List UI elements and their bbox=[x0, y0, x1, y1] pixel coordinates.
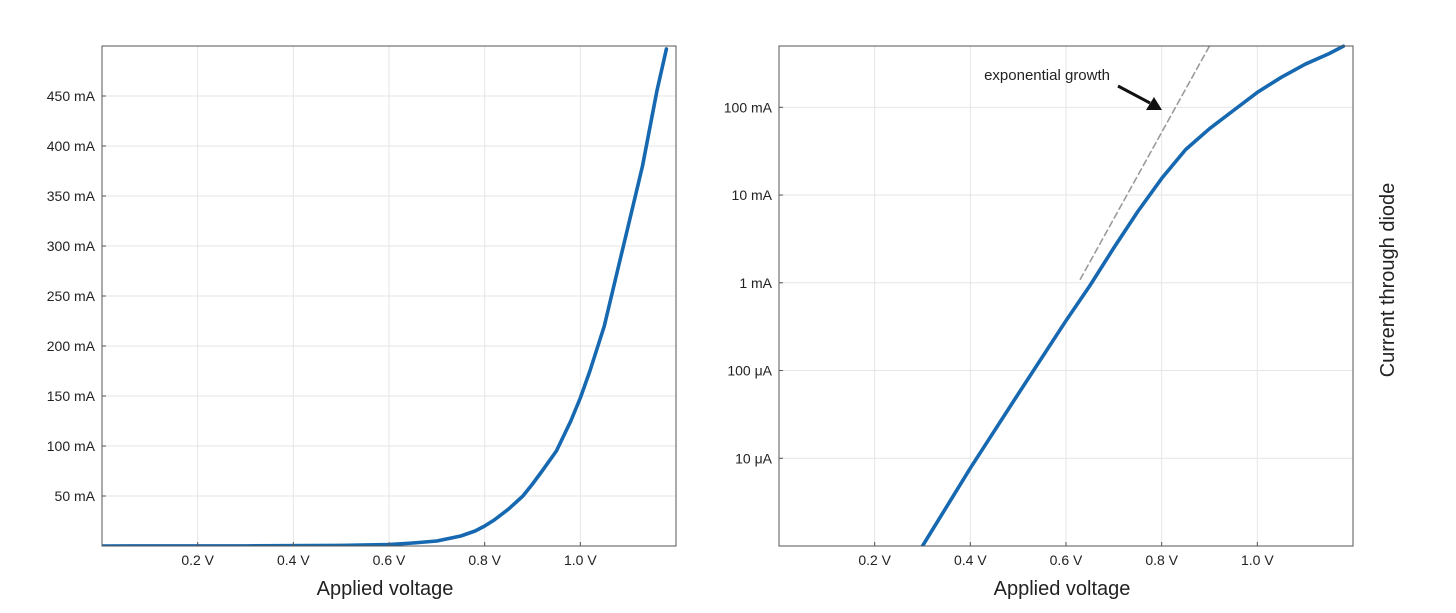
y-tick-label: 100 μA bbox=[727, 363, 772, 379]
annotation-text: exponential growth bbox=[984, 67, 1110, 84]
annotation-arrow-shaft bbox=[1117, 84, 1151, 105]
right-x-ticks: 0.2 V 0.4 V 0.6 V 0.8 V 1.0 V bbox=[858, 542, 1274, 568]
x-tick-label: 1.0 V bbox=[564, 552, 597, 568]
current-curve bbox=[920, 44, 1346, 546]
annotation-arrow-head bbox=[1146, 97, 1162, 110]
x-tick-label: 0.8 V bbox=[468, 552, 501, 568]
y-tick-label: 100 mA bbox=[47, 438, 96, 454]
x-tick-label: 0.4 V bbox=[954, 552, 987, 568]
right-series bbox=[920, 44, 1346, 546]
linear-current-chart: 0.2 V 0.4 V 0.6 V 0.8 V 1.0 V 50 mA 100 mA 150… bbox=[47, 45, 677, 600]
x-tick-label: 0.4 V bbox=[277, 552, 310, 568]
y-tick-label: 10 μA bbox=[735, 450, 773, 466]
x-tick-label: 0.2 V bbox=[858, 552, 891, 568]
left-x-axis-label: Applied voltage bbox=[317, 578, 454, 600]
y-tick-label: 50 mA bbox=[55, 488, 96, 504]
x-tick-label: 0.6 V bbox=[1050, 552, 1083, 568]
y-tick-label: 450 mA bbox=[47, 88, 96, 104]
y-tick-label: 100 mA bbox=[724, 99, 773, 115]
y-tick-label: 250 mA bbox=[47, 288, 96, 304]
y-tick-label: 150 mA bbox=[47, 388, 96, 404]
right-x-axis-label: Applied voltage bbox=[994, 578, 1131, 600]
right-y-axis-label: Current through diode bbox=[1377, 183, 1399, 378]
log-current-chart: 0.2 V 0.4 V 0.6 V 0.8 V 1.0 V 10 μA 100 μA 1 m… bbox=[724, 44, 1399, 600]
left-series bbox=[102, 47, 669, 546]
y-tick-label: 400 mA bbox=[47, 138, 96, 154]
x-tick-label: 0.6 V bbox=[373, 552, 406, 568]
annotation: exponential growth bbox=[984, 67, 1162, 110]
y-tick-label: 1 mA bbox=[739, 275, 772, 291]
y-tick-label: 200 mA bbox=[47, 338, 96, 354]
current-curve bbox=[102, 47, 669, 546]
y-tick-label: 350 mA bbox=[47, 188, 96, 204]
right-grid bbox=[779, 46, 1353, 546]
right-y-ticks: 10 μA 100 μA 1 mA 10 mA 100 mA bbox=[724, 99, 783, 466]
y-tick-label: 10 mA bbox=[732, 187, 773, 203]
left-grid bbox=[102, 46, 676, 546]
x-tick-label: 0.8 V bbox=[1145, 552, 1178, 568]
left-y-ticks: 50 mA 100 mA 150 mA 200 mA 250 mA 300 mA 350 m… bbox=[47, 88, 106, 504]
x-tick-label: 0.2 V bbox=[181, 552, 214, 568]
y-tick-label: 300 mA bbox=[47, 238, 96, 254]
exponential-fit-line bbox=[1079, 45, 1211, 281]
x-tick-label: 1.0 V bbox=[1241, 552, 1274, 568]
left-x-ticks: 0.2 V 0.4 V 0.6 V 0.8 V 1.0 V bbox=[181, 542, 597, 568]
